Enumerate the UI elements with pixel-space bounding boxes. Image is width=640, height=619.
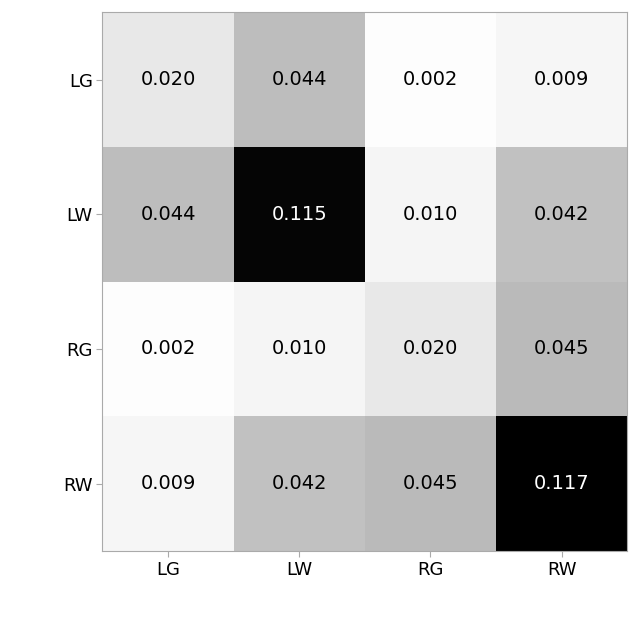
Text: 0.002: 0.002 — [140, 339, 196, 358]
Text: 0.045: 0.045 — [403, 474, 458, 493]
Text: 0.117: 0.117 — [534, 474, 589, 493]
Text: 0.020: 0.020 — [140, 70, 196, 89]
Bar — [234, 417, 365, 551]
Bar — [496, 282, 627, 417]
Text: 0.042: 0.042 — [534, 205, 589, 224]
Text: 0.045: 0.045 — [534, 339, 589, 358]
Bar — [365, 12, 496, 147]
Bar — [234, 147, 365, 282]
Bar — [496, 417, 627, 551]
Bar — [365, 417, 496, 551]
Bar — [365, 147, 496, 282]
Text: 0.009: 0.009 — [534, 70, 589, 89]
Text: 0.010: 0.010 — [271, 339, 327, 358]
Text: 0.042: 0.042 — [271, 474, 327, 493]
Bar — [102, 12, 234, 147]
Bar — [234, 12, 365, 147]
Bar — [102, 282, 234, 417]
Bar — [496, 12, 627, 147]
Bar — [102, 147, 234, 282]
Text: 0.044: 0.044 — [140, 205, 196, 224]
Text: 0.020: 0.020 — [403, 339, 458, 358]
Bar — [365, 282, 496, 417]
Bar — [102, 417, 234, 551]
Bar — [496, 147, 627, 282]
Text: 0.010: 0.010 — [403, 205, 458, 224]
Text: 0.044: 0.044 — [271, 70, 327, 89]
Text: 0.115: 0.115 — [271, 205, 327, 224]
Text: 0.009: 0.009 — [140, 474, 196, 493]
Text: 0.002: 0.002 — [403, 70, 458, 89]
Bar — [234, 282, 365, 417]
